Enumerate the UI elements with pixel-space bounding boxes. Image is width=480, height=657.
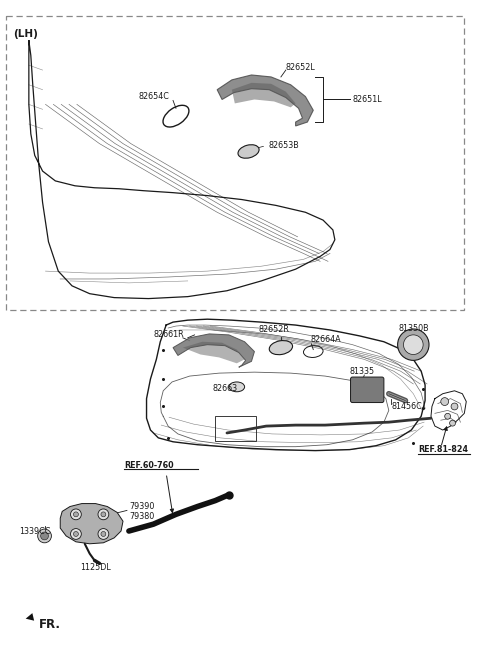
Text: 82661R: 82661R [154, 330, 184, 340]
Circle shape [37, 529, 51, 543]
Text: 81335: 81335 [349, 367, 375, 376]
Text: 82651L: 82651L [352, 95, 382, 104]
Text: 82664A: 82664A [311, 335, 341, 344]
Polygon shape [183, 342, 245, 363]
Text: FR.: FR. [39, 618, 60, 631]
Circle shape [98, 529, 109, 539]
Circle shape [450, 420, 456, 426]
Text: 79380: 79380 [129, 512, 154, 521]
Ellipse shape [269, 340, 293, 355]
Circle shape [41, 532, 48, 540]
Polygon shape [173, 334, 254, 367]
Ellipse shape [229, 382, 245, 392]
Text: 79390: 79390 [129, 502, 154, 511]
Polygon shape [217, 75, 313, 126]
Text: 82652L: 82652L [286, 62, 315, 72]
Circle shape [404, 335, 423, 355]
Text: REF.60-760: REF.60-760 [124, 461, 174, 470]
Circle shape [397, 329, 429, 361]
Text: 81456C: 81456C [392, 402, 422, 411]
Text: (LH): (LH) [13, 29, 38, 39]
Circle shape [73, 532, 78, 536]
Text: 82652R: 82652R [258, 325, 289, 334]
Circle shape [101, 532, 106, 536]
Circle shape [71, 509, 81, 520]
FancyBboxPatch shape [350, 377, 384, 403]
Text: 82653B: 82653B [268, 141, 299, 150]
Ellipse shape [238, 145, 259, 158]
Circle shape [451, 403, 458, 410]
Circle shape [73, 512, 78, 517]
Text: REF.81-824: REF.81-824 [418, 445, 468, 454]
Circle shape [441, 397, 449, 405]
Bar [215, 417, 256, 441]
Text: 82663: 82663 [212, 384, 238, 394]
Circle shape [71, 529, 81, 539]
Text: 82654C: 82654C [139, 92, 169, 101]
Polygon shape [60, 503, 123, 544]
Text: 1125DL: 1125DL [80, 563, 110, 572]
Text: 1339CC: 1339CC [19, 526, 50, 535]
Circle shape [98, 509, 109, 520]
Circle shape [444, 413, 451, 419]
Circle shape [101, 512, 106, 517]
Polygon shape [232, 83, 296, 107]
Text: 81350B: 81350B [398, 323, 429, 332]
